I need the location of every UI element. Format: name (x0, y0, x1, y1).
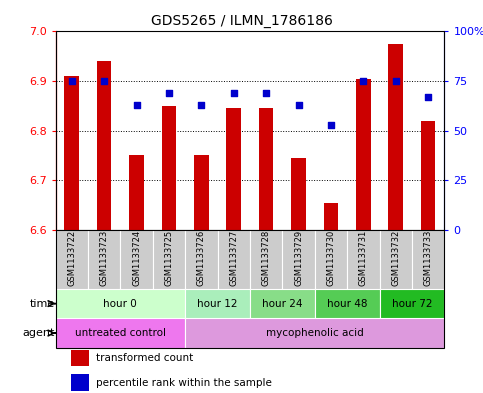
Bar (388, 44, 403, 230)
Bar (380, 289, 444, 318)
Text: hour 72: hour 72 (392, 299, 432, 309)
Bar (162, 106, 176, 230)
Point (424, 94, 432, 100)
Bar (347, 230, 380, 289)
Text: hour 48: hour 48 (327, 299, 368, 309)
Text: GSM1133727: GSM1133727 (229, 230, 238, 286)
Point (68, 78, 76, 84)
Text: transformed count: transformed count (97, 353, 194, 363)
Bar (71, 375, 88, 391)
Bar (88, 230, 120, 289)
Text: GSM1133725: GSM1133725 (164, 230, 173, 286)
Bar (185, 230, 217, 289)
Text: GSM1133732: GSM1133732 (391, 230, 400, 286)
Point (133, 102, 141, 108)
Bar (56, 230, 88, 289)
Text: hour 0: hour 0 (103, 299, 137, 309)
Bar (283, 230, 315, 289)
Text: hour 24: hour 24 (262, 299, 303, 309)
Bar (185, 289, 250, 318)
Text: GSM1133726: GSM1133726 (197, 230, 206, 286)
Bar (153, 230, 185, 289)
Text: GSM1133722: GSM1133722 (67, 230, 76, 286)
Bar (194, 156, 209, 230)
Bar (315, 289, 380, 318)
Bar (120, 230, 153, 289)
Text: GSM1133731: GSM1133731 (359, 230, 368, 286)
Point (230, 90, 238, 96)
Point (262, 90, 270, 96)
Bar (291, 158, 306, 230)
Bar (380, 230, 412, 289)
Bar (356, 79, 370, 230)
Point (392, 78, 399, 84)
Bar (259, 108, 273, 230)
Point (295, 102, 302, 108)
Bar (97, 61, 112, 230)
Text: GSM1133724: GSM1133724 (132, 230, 141, 286)
Bar (217, 230, 250, 289)
Bar (324, 203, 338, 230)
Bar (250, 289, 315, 318)
Point (100, 78, 108, 84)
Bar (185, 318, 444, 348)
Text: untreated control: untreated control (75, 328, 166, 338)
Point (165, 90, 173, 96)
Text: time: time (29, 299, 55, 309)
Text: agent: agent (23, 328, 55, 338)
Bar (64, 76, 79, 230)
Bar (227, 108, 241, 230)
Text: GSM1133728: GSM1133728 (262, 230, 270, 286)
Text: GSM1133729: GSM1133729 (294, 230, 303, 286)
Text: GDS5265 / ILMN_1786186: GDS5265 / ILMN_1786186 (151, 14, 332, 28)
Point (327, 121, 335, 128)
Bar (71, 350, 88, 366)
Bar (129, 156, 144, 230)
Bar (315, 230, 347, 289)
Text: GSM1133723: GSM1133723 (99, 230, 109, 286)
Bar (56, 289, 185, 318)
Text: GSM1133730: GSM1133730 (327, 230, 336, 286)
Text: mycophenolic acid: mycophenolic acid (266, 328, 364, 338)
Text: percentile rank within the sample: percentile rank within the sample (97, 378, 272, 387)
Bar (250, 230, 283, 289)
Bar (56, 318, 185, 348)
Point (198, 102, 205, 108)
Bar (421, 121, 436, 230)
Point (359, 78, 367, 84)
Bar (412, 230, 444, 289)
Text: hour 12: hour 12 (197, 299, 238, 309)
Text: GSM1133733: GSM1133733 (424, 230, 433, 286)
